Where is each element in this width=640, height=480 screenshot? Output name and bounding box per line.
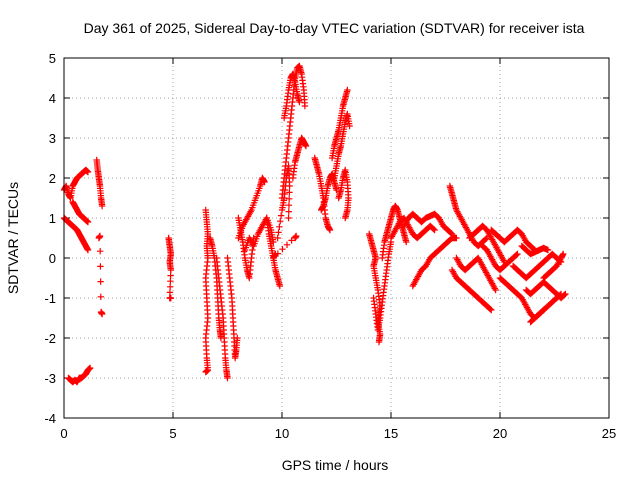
data-point (292, 232, 300, 240)
data-point (277, 218, 284, 225)
y-tick-label: -4 (44, 411, 56, 426)
data-point (97, 278, 104, 285)
data-point (272, 250, 279, 258)
data-point (167, 272, 174, 279)
data-point (224, 374, 231, 382)
x-tick-label: 10 (275, 426, 289, 441)
data-point (276, 282, 284, 290)
data-point (342, 214, 349, 222)
y-tick-label: 4 (49, 91, 56, 106)
data-point (84, 168, 92, 176)
y-tick-label: 5 (49, 51, 56, 66)
data-point (544, 246, 552, 254)
x-tick-label: 15 (384, 426, 398, 441)
data-point (277, 212, 285, 219)
data-point (447, 230, 455, 237)
data-point (285, 214, 292, 222)
data-point (346, 122, 353, 130)
y-tick-label: 3 (49, 131, 56, 146)
grid-lines (64, 58, 609, 418)
x-axis-label: GPS time / hours (282, 457, 389, 473)
data-point (492, 286, 499, 294)
data-point (344, 86, 351, 94)
y-tick-label: 1 (49, 211, 56, 226)
y-tick-label: -2 (44, 331, 56, 346)
data-point (286, 182, 293, 190)
plot-frame (63, 57, 610, 419)
data-point (166, 289, 174, 296)
data-point (286, 189, 293, 196)
chart-title: Day 361 of 2025, Sidereal Day-to-day VTE… (84, 20, 585, 36)
data-points (60, 62, 569, 386)
data-point (285, 202, 293, 209)
y-tick-label: -3 (44, 371, 56, 386)
x-tick-label: 0 (60, 426, 67, 441)
data-point (166, 283, 174, 290)
data-point (285, 208, 292, 215)
data-point (296, 98, 303, 106)
data-point (302, 142, 310, 150)
data-point (234, 334, 241, 342)
data-point (167, 294, 175, 302)
data-point (487, 306, 494, 313)
data-point (86, 364, 94, 372)
data-point (403, 238, 410, 246)
data-point (97, 263, 104, 270)
data-point (431, 226, 438, 234)
data-point (375, 338, 383, 346)
data-point (96, 248, 104, 255)
data-point (513, 251, 520, 258)
data-point (560, 250, 567, 258)
data-point (98, 310, 106, 318)
data-point (430, 226, 437, 233)
data-point (283, 241, 291, 248)
data-point (326, 226, 334, 234)
data-point (98, 202, 106, 210)
data-point (488, 306, 495, 314)
data-point (261, 178, 268, 186)
data-point (514, 250, 521, 258)
x-tick-label: 5 (169, 426, 176, 441)
x-tick-label: 25 (602, 426, 616, 441)
data-point (274, 234, 281, 242)
y-tick-label: -1 (44, 291, 56, 306)
data-point (301, 102, 309, 110)
data-point (275, 229, 282, 236)
data-point (556, 291, 564, 298)
data-point (202, 368, 209, 376)
data-point (97, 293, 105, 300)
data-point (279, 246, 286, 253)
data-point (288, 237, 295, 244)
data-point (167, 266, 175, 274)
data-point (84, 246, 92, 254)
x-tick-label: 20 (493, 426, 507, 441)
data-point (167, 278, 174, 285)
data-point (453, 234, 460, 242)
y-axis-label: SDTVAR / TECUs (5, 182, 21, 294)
data-point (96, 232, 104, 240)
data-point (557, 290, 565, 298)
y-tick-label: 0 (49, 251, 56, 266)
data-point (84, 218, 92, 226)
y-tick-label: 2 (49, 171, 56, 186)
data-point (482, 235, 490, 242)
data-point (285, 195, 293, 202)
data-point (276, 223, 283, 230)
